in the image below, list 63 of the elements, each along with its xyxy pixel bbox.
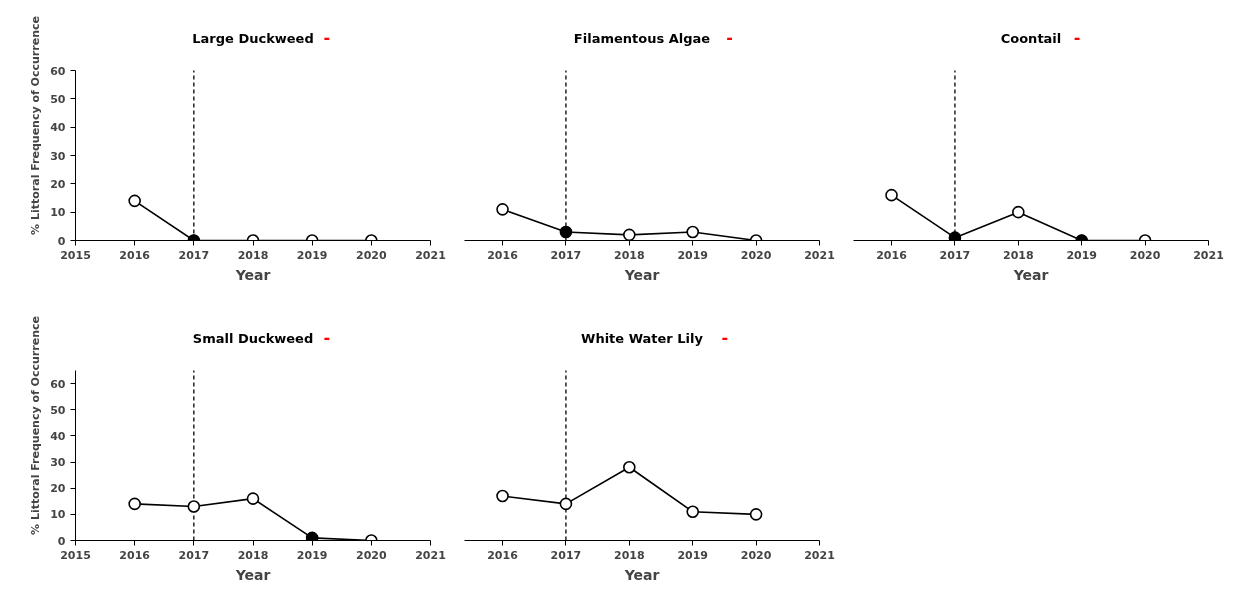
x-tick-label: 2018 bbox=[1003, 248, 1034, 262]
x-tick-label: 2015 bbox=[60, 548, 91, 562]
y-tick-label: 0 bbox=[57, 234, 66, 248]
x-tick-label: 2020 bbox=[356, 548, 387, 562]
chart-title: Coontail bbox=[1000, 30, 1062, 46]
x-tick-label: 2017 bbox=[550, 248, 582, 262]
y-tick-label: 10 bbox=[50, 508, 66, 522]
x-axis-title: Year bbox=[1012, 266, 1049, 283]
y-tick-label: 10 bbox=[50, 206, 66, 220]
text: - bbox=[323, 327, 331, 347]
x-tick-label: 2021 bbox=[1193, 248, 1224, 262]
text: - bbox=[323, 27, 331, 47]
x-tick-label: 2017 bbox=[550, 548, 582, 562]
x-tick-label: 2020 bbox=[356, 248, 387, 262]
text: - bbox=[1073, 27, 1081, 47]
x-tick-label: 2020 bbox=[740, 548, 772, 562]
x-tick-label: 2021 bbox=[415, 248, 446, 262]
text: - bbox=[721, 327, 729, 347]
x-tick-label: 2021 bbox=[415, 548, 446, 562]
x-tick-label: 2016 bbox=[487, 548, 519, 562]
x-tick-label: 2018 bbox=[237, 248, 269, 262]
y-tick-label: 40 bbox=[50, 429, 66, 443]
x-axis-title: Year bbox=[234, 566, 271, 583]
x-tick-label: 2016 bbox=[119, 548, 151, 562]
x-tick-label: 2017 bbox=[178, 548, 210, 562]
y-tick-label: 50 bbox=[50, 403, 66, 417]
x-tick-label: 2016 bbox=[487, 248, 519, 262]
x-tick-label: 2019 bbox=[677, 248, 709, 262]
chart-title: White Water Lily bbox=[581, 330, 704, 346]
x-tick-label: 2018 bbox=[614, 548, 645, 562]
x-tick-label: 2021 bbox=[804, 248, 835, 262]
y-axis-title: % Littoral Frequency of Occurrence bbox=[29, 16, 43, 235]
y-tick-label: 20 bbox=[50, 177, 66, 191]
x-tick-label: 2020 bbox=[1129, 248, 1161, 262]
x-tick-label: 2021 bbox=[804, 548, 835, 562]
x-tick-label: 2019 bbox=[1066, 248, 1098, 262]
x-tick-label: 2019 bbox=[296, 248, 328, 262]
y-tick-label: 30 bbox=[50, 149, 66, 163]
x-tick-label: 2015 bbox=[60, 248, 91, 262]
y-tick-label: 50 bbox=[50, 92, 66, 106]
y-tick-label: 20 bbox=[50, 482, 66, 496]
y-tick-label: 40 bbox=[50, 121, 66, 135]
chart-title: Small Duckweed bbox=[192, 330, 314, 346]
chart-title: Large Duckweed bbox=[192, 30, 314, 46]
y-tick-label: 30 bbox=[50, 456, 66, 470]
y-tick-label: 60 bbox=[50, 64, 66, 78]
x-tick-label: 2018 bbox=[237, 548, 269, 562]
y-tick-label: 0 bbox=[57, 534, 66, 548]
y-tick-label: 60 bbox=[50, 377, 66, 391]
chart-title: Filamentous Algae bbox=[573, 30, 711, 46]
x-tick-label: 2017 bbox=[178, 248, 210, 262]
y-axis-title: % Littoral Frequency of Occurrence bbox=[29, 316, 43, 535]
text: - bbox=[726, 27, 733, 47]
x-tick-label: 2020 bbox=[740, 248, 772, 262]
x-axis-title: Year bbox=[234, 266, 271, 283]
x-tick-label: 2016 bbox=[876, 248, 908, 262]
x-tick-label: 2018 bbox=[614, 248, 645, 262]
x-tick-label: 2019 bbox=[296, 548, 328, 562]
x-tick-label: 2016 bbox=[119, 248, 151, 262]
x-axis-title: Year bbox=[623, 566, 660, 583]
x-tick-label: 2019 bbox=[677, 548, 709, 562]
x-axis-title: Year bbox=[623, 266, 660, 283]
x-tick-label: 2017 bbox=[939, 248, 971, 262]
